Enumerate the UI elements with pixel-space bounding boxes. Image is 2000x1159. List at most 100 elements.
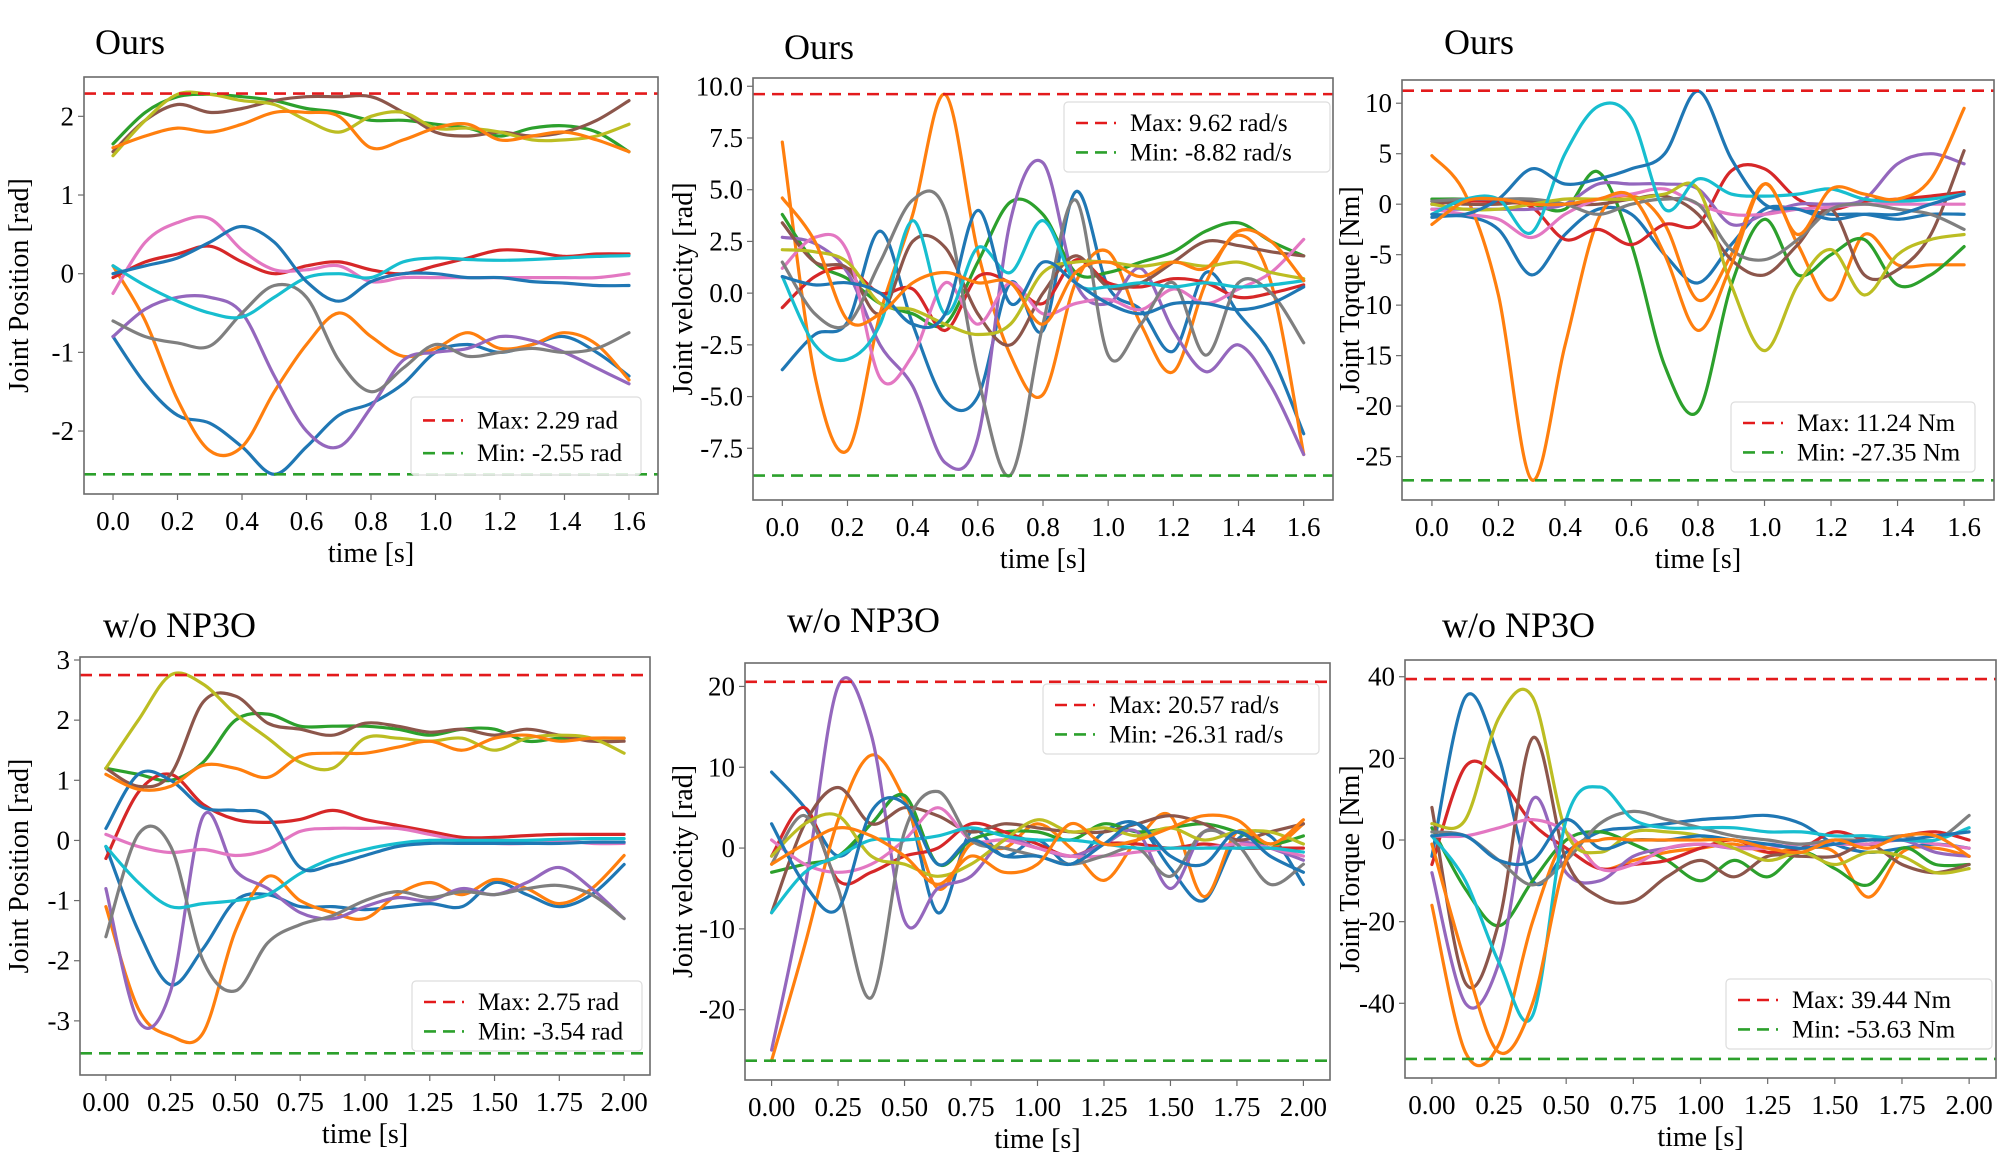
x-tick-label: 0.4	[225, 506, 259, 536]
legend-max-label: Max: 20.57 rad/s	[1109, 692, 1279, 719]
x-axis-label: time [s]	[322, 1119, 408, 1150]
y-tick-label: 10	[708, 752, 735, 782]
y-tick-label: 5	[1379, 139, 1393, 169]
x-tick-label: 0.6	[290, 506, 324, 536]
series-line-joint-11	[770, 796, 1305, 914]
legend-min-label: Min: -3.54 rad	[478, 1018, 624, 1045]
y-tick-label: 2	[57, 705, 71, 735]
y-tick-label: -20	[1359, 907, 1395, 937]
x-tick-label: 1.2	[1156, 512, 1190, 542]
series-line-joint-7	[104, 826, 626, 858]
y-tick-label: 10.0	[696, 71, 743, 101]
legend-box	[1063, 101, 1331, 173]
y-axis-label: Joint velocity [rad]	[668, 182, 699, 395]
legend-box	[1042, 683, 1320, 755]
y-tick-label: 7.5	[709, 123, 743, 153]
series-line-joint-1	[104, 844, 626, 987]
x-tick-label: 0.00	[82, 1087, 129, 1117]
y-tick-label: 0.0	[709, 278, 743, 308]
legend-box	[1730, 401, 1976, 473]
x-tick-label: 1.00	[1014, 1092, 1061, 1122]
series-line-joint-12	[104, 733, 626, 792]
x-tick-label: 1.2	[483, 506, 517, 536]
legend-min-label: Min: -27.35 Nm	[1797, 439, 1961, 466]
x-tick-label: 0.4	[896, 512, 930, 542]
legend-max-label: Max: 39.44 Nm	[1792, 987, 1952, 1014]
y-tick-label: 0	[1382, 825, 1396, 855]
x-tick-label: 0.0	[1415, 512, 1449, 542]
panel-title: Ours	[95, 22, 165, 62]
series-line-joint-2	[1430, 154, 1966, 482]
y-tick-label: 0	[722, 833, 736, 863]
series-line-joint-12	[780, 196, 1306, 327]
series-line-joint-11	[1430, 818, 1971, 867]
legend: Max: 2.29 rad Min: -2.55 rad	[410, 396, 642, 476]
x-tick-label: 0.0	[96, 506, 130, 536]
legend-min-label: Min: -8.82 rad/s	[1130, 139, 1292, 166]
x-tick-label: 0.2	[161, 506, 195, 536]
legend-box	[1725, 978, 1993, 1050]
y-axis-label: Joint velocity [rad]	[668, 765, 699, 978]
series-line-joint-2	[1430, 836, 1971, 1068]
series-line-joint-9	[1430, 687, 1971, 875]
series-group	[1430, 89, 1966, 482]
x-tick-label: 1.6	[1287, 512, 1321, 542]
x-tick-label: 0.25	[1475, 1090, 1522, 1120]
series-line-joint-10	[1430, 101, 1966, 236]
x-tick-label: 1.50	[471, 1087, 518, 1117]
y-tick-label: -10	[1356, 290, 1392, 320]
x-tick-label: 1.75	[1878, 1090, 1925, 1120]
series-line-joint-11	[104, 769, 626, 873]
y-tick-label: -20	[1356, 391, 1392, 421]
x-axis-label: time [s]	[1657, 1122, 1743, 1153]
series-line-joint-6	[104, 691, 626, 789]
panel-title: w/o NP3O	[787, 600, 940, 640]
panel-title: Ours	[784, 27, 854, 67]
series-line-joint-2	[780, 92, 1306, 457]
series-group	[770, 676, 1305, 1063]
series-line-joint-10	[770, 826, 1305, 915]
x-tick-label: 1.50	[1147, 1092, 1194, 1122]
x-tick-label: 1.4	[1222, 512, 1256, 542]
x-tick-label: 1.0	[1091, 512, 1125, 542]
series-line-joint-5	[780, 158, 1306, 471]
x-tick-label: 1.50	[1811, 1090, 1858, 1120]
x-tick-label: 0.50	[1543, 1090, 1590, 1120]
panel-ours-position: Ours 0.0 0.2 0.4 0.6 0.8 1.0 1.2 1.4 1.6 -2 -1 0 1 2 ti…	[4, 22, 659, 569]
x-tick-label: 1.0	[419, 506, 453, 536]
series-line-joint-8	[770, 789, 1305, 1000]
legend-min-label: Min: -2.55 rad	[477, 440, 623, 467]
x-tick-label: 0.8	[1681, 512, 1715, 542]
x-tick-label: 1.25	[1744, 1090, 1791, 1120]
x-tick-label: 1.4	[548, 506, 582, 536]
series-line-joint-9	[104, 671, 626, 772]
series-line-joint-4	[770, 806, 1305, 886]
x-tick-label: 2.00	[1946, 1090, 1993, 1120]
legend-max-label: Max: 9.62 rad/s	[1130, 110, 1288, 137]
x-tick-label: 1.75	[1213, 1092, 1260, 1122]
y-tick-label: -25	[1356, 442, 1392, 472]
y-tick-label: -20	[699, 995, 735, 1025]
y-tick-label: 0	[1379, 189, 1393, 219]
series-line-joint-5	[104, 811, 626, 1030]
y-axis-label: Joint Position [rad]	[4, 759, 35, 974]
x-tick-label: 0.8	[1026, 512, 1060, 542]
y-tick-label: -2.5	[700, 330, 743, 360]
y-tick-label: -5.0	[700, 382, 743, 412]
series-line-joint-11	[111, 224, 631, 303]
series-line-joint-8	[780, 189, 1306, 478]
series-line-joint-6	[770, 785, 1305, 915]
y-tick-label: 20	[708, 671, 735, 701]
legend-min-label: Min: -26.31 rad/s	[1109, 721, 1283, 748]
series-line-joint-7	[1430, 817, 1971, 873]
y-tick-label: 0	[61, 259, 75, 289]
y-tick-label: -15	[1356, 341, 1392, 371]
y-tick-label: -2	[48, 946, 71, 976]
legend-max-label: Max: 11.24 Nm	[1797, 410, 1956, 437]
series-line-joint-8	[104, 824, 626, 993]
